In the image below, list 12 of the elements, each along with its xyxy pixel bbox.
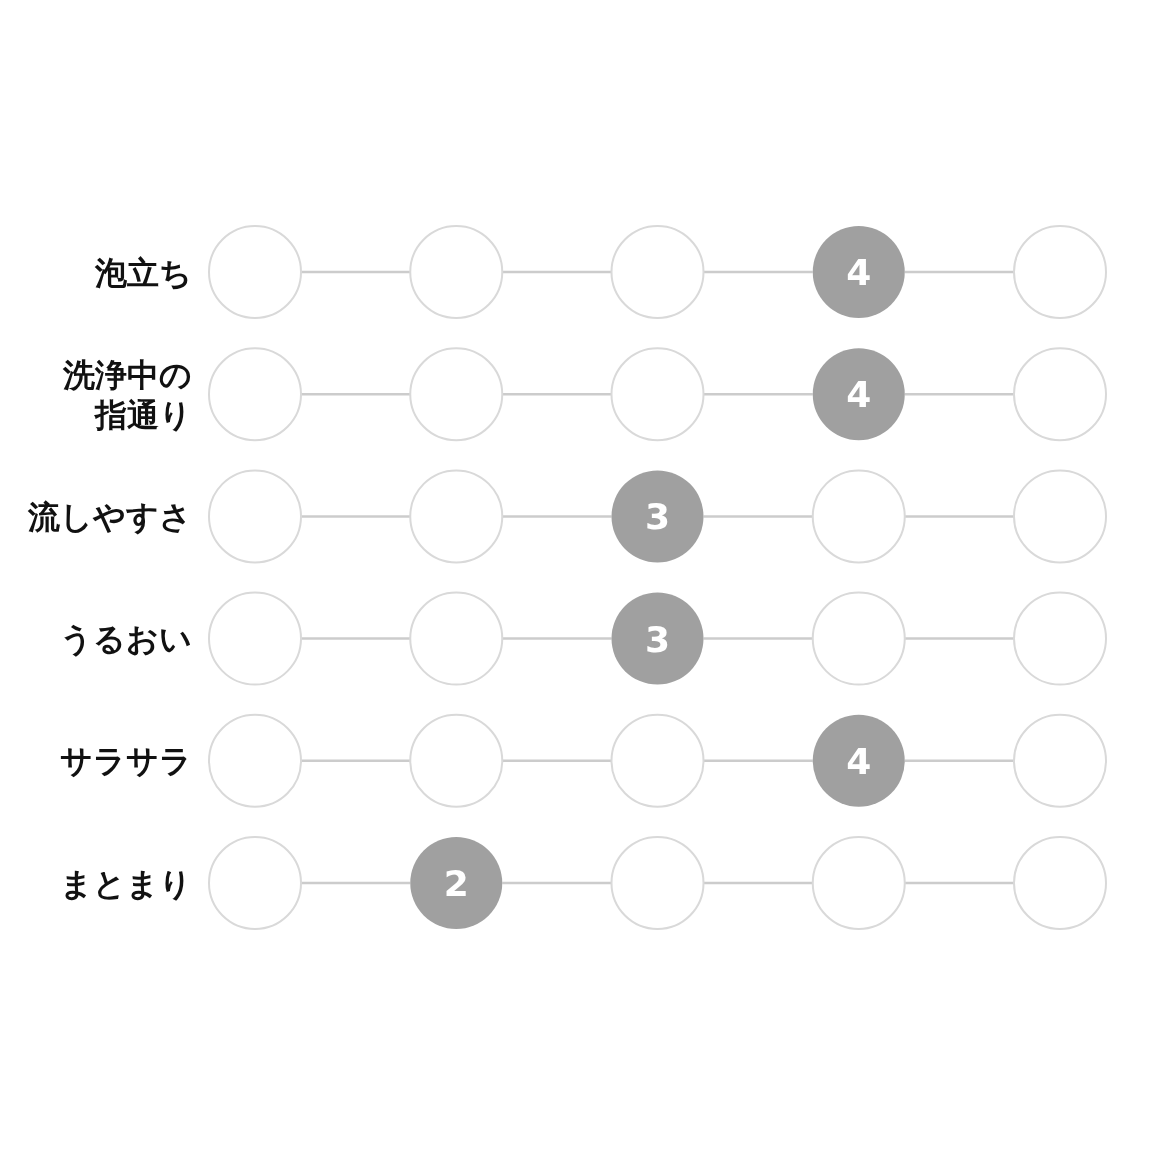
category-label: 泡立ち: [94, 253, 192, 292]
data-label: 4: [846, 740, 872, 782]
data-label: 2: [443, 862, 469, 904]
category-label: まとまり: [60, 864, 192, 903]
category-label: 流しやすさ: [27, 497, 192, 536]
data-label: 4: [846, 251, 872, 293]
data-label: 4: [846, 374, 872, 416]
data-label: 3: [644, 618, 671, 660]
category-label: サラサラ: [60, 742, 192, 781]
category-label: 洗浄中の指通り: [62, 355, 192, 434]
category-label: うるおい: [60, 620, 192, 659]
data-label: 3: [644, 496, 671, 538]
